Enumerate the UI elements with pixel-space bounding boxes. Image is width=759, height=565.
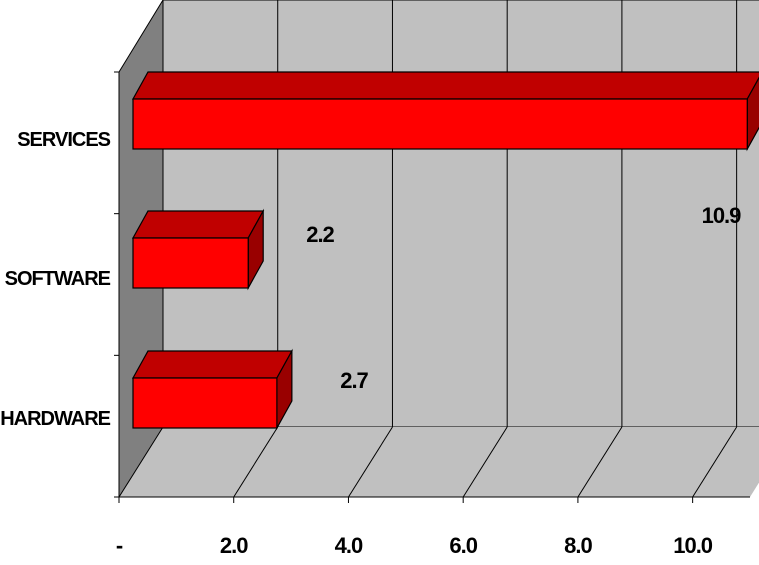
x-tick-label: 6.0 <box>449 533 477 558</box>
x-tick-label: - <box>116 533 123 558</box>
axes <box>114 71 750 503</box>
category-label-software: SOFTWARE <box>5 268 111 290</box>
x-tick-label: 8.0 <box>564 533 592 558</box>
bar-hardware <box>131 348 293 431</box>
bar-front-face <box>132 98 748 150</box>
bar-top-face <box>131 350 293 379</box>
gridline-floor-2 <box>233 426 279 498</box>
bars <box>131 71 759 431</box>
data-label-hardware: 2.7 <box>340 368 368 393</box>
gridline-floor-8 <box>577 426 623 498</box>
gridline-floor-4 <box>348 426 393 498</box>
gridline-floor-10 <box>692 426 738 498</box>
bar-top-face <box>131 71 759 100</box>
bar-front-face <box>132 237 249 289</box>
bar-software <box>131 208 265 291</box>
bar-front-face <box>132 377 278 429</box>
x-tick-label: 2.0 <box>220 533 248 558</box>
x-tick-label: 10.0 <box>673 533 713 558</box>
gridlines <box>233 0 738 498</box>
data-label-software: 2.2 <box>306 222 334 247</box>
floor <box>119 427 759 497</box>
x-tick-label: 4.0 <box>335 533 363 558</box>
category-label-services: SERVICES <box>17 129 110 151</box>
labels: - 2.0 4.0 6.0 8.0 10.0 SERVICES SOFTWARE HARDWAR… <box>0 129 742 558</box>
bar-services <box>131 71 759 152</box>
bar-top-face <box>131 210 265 239</box>
gridline-floor-6 <box>462 426 508 498</box>
category-label-hardware: HARDWARE <box>0 408 110 430</box>
data-label-services: 10.9 <box>702 203 742 228</box>
